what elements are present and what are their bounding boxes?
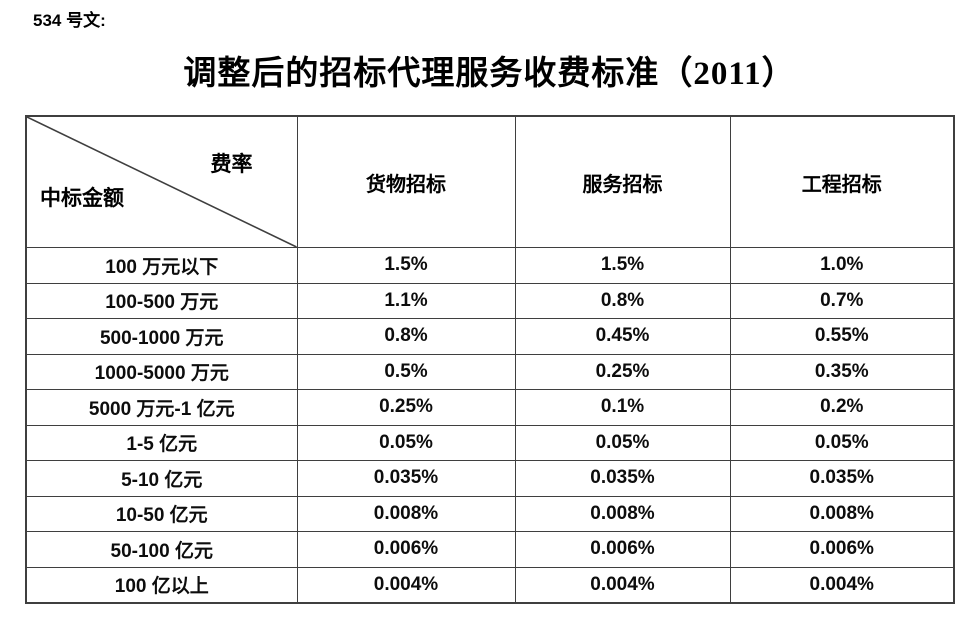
rate-value-cell: 0.008% <box>729 495 955 532</box>
table-body: 100 万元以下 1.5% 1.5% 1.0% 100-500 万元 1.1% 0.8% 0.… <box>25 247 955 603</box>
rate-value-cell: 0.05% <box>729 424 955 461</box>
row-label-bid-amount-range: 100 万元以下 <box>25 247 298 284</box>
fee-standard-table: 费率 中标金额 货物招标 服务招标 工程招标 100 万元以下 1.5% 1.5% 1… <box>25 115 955 604</box>
table-row: 500-1000 万元 0.8% 0.45% 0.55% <box>25 318 955 355</box>
rate-value-cell: 0.45% <box>514 318 731 355</box>
column-header-goods-bidding: 货物招标 <box>296 115 516 248</box>
doc-number-label: 534 号文: <box>33 11 106 30</box>
row-label-bid-amount-range: 5000 万元-1 亿元 <box>25 389 298 426</box>
diagonal-divider-line <box>27 117 297 247</box>
rate-value-cell: 0.004% <box>729 566 955 603</box>
rate-value-cell: 0.55% <box>729 318 955 355</box>
rate-value-cell: 1.5% <box>514 247 731 284</box>
rate-value-cell: 0.05% <box>514 424 731 461</box>
rate-value-cell: 0.8% <box>296 318 516 355</box>
rate-value-cell: 1.5% <box>296 247 516 284</box>
rate-value-cell: 0.004% <box>514 566 731 603</box>
rate-value-cell: 0.035% <box>296 460 516 497</box>
page-title: 调整后的招标代理服务收费标准（2011） <box>183 56 796 92</box>
column-header-engineering-bidding: 工程招标 <box>729 115 955 248</box>
rate-value-cell: 0.035% <box>729 460 955 497</box>
rate-value-cell: 0.7% <box>729 282 955 319</box>
row-label-bid-amount-range: 100 亿以上 <box>25 566 298 603</box>
rate-value-cell: 0.008% <box>296 495 516 532</box>
row-label-bid-amount-range: 100-500 万元 <box>25 282 298 319</box>
table-row: 5000 万元-1 亿元 0.25% 0.1% 0.2% <box>25 389 955 426</box>
rate-value-cell: 0.35% <box>729 353 955 390</box>
rate-value-cell: 0.006% <box>296 531 516 568</box>
rate-value-cell: 0.25% <box>296 389 516 426</box>
rate-value-cell: 1.1% <box>296 282 516 319</box>
row-label-bid-amount-range: 1-5 亿元 <box>25 424 298 461</box>
row-label-bid-amount-range: 500-1000 万元 <box>25 318 298 355</box>
table-row: 1000-5000 万元 0.5% 0.25% 0.35% <box>25 353 955 390</box>
rate-value-cell: 1.0% <box>729 247 955 284</box>
rate-value-cell: 0.006% <box>514 531 731 568</box>
header-row: 费率 中标金额 货物招标 服务招标 工程招标 <box>25 115 955 248</box>
rate-value-cell: 0.05% <box>296 424 516 461</box>
rate-value-cell: 0.8% <box>514 282 731 319</box>
rate-value-cell: 0.25% <box>514 353 731 390</box>
rate-value-cell: 0.008% <box>514 495 731 532</box>
rate-value-cell: 0.006% <box>729 531 955 568</box>
table-row: 5-10 亿元 0.035% 0.035% 0.035% <box>25 460 955 497</box>
corner-label-bid-amount: 中标金额 <box>40 186 124 210</box>
table-row: 1-5 亿元 0.05% 0.05% 0.05% <box>25 424 955 461</box>
row-label-bid-amount-range: 10-50 亿元 <box>25 495 298 532</box>
table-row: 100-500 万元 1.1% 0.8% 0.7% <box>25 282 955 319</box>
rate-value-cell: 0.004% <box>296 566 516 603</box>
row-label-bid-amount-range: 5-10 亿元 <box>25 460 298 497</box>
rate-value-cell: 0.1% <box>514 389 731 426</box>
row-label-bid-amount-range: 1000-5000 万元 <box>25 353 298 390</box>
corner-label-rate: 费率 <box>210 152 253 176</box>
table-row: 100 亿以上 0.004% 0.004% 0.004% <box>25 566 955 603</box>
corner-cell-content: 费率 中标金额 <box>27 117 297 247</box>
corner-header-cell: 费率 中标金额 <box>25 115 298 248</box>
rate-value-cell: 0.035% <box>514 460 731 497</box>
rate-value-cell: 0.2% <box>729 389 955 426</box>
table-row: 10-50 亿元 0.008% 0.008% 0.008% <box>25 495 955 532</box>
table-row: 50-100 亿元 0.006% 0.006% 0.006% <box>25 531 955 568</box>
column-header-service-bidding: 服务招标 <box>514 115 731 248</box>
row-label-bid-amount-range: 50-100 亿元 <box>25 531 298 568</box>
rate-value-cell: 0.5% <box>296 353 516 390</box>
table-row: 100 万元以下 1.5% 1.5% 1.0% <box>25 247 955 284</box>
